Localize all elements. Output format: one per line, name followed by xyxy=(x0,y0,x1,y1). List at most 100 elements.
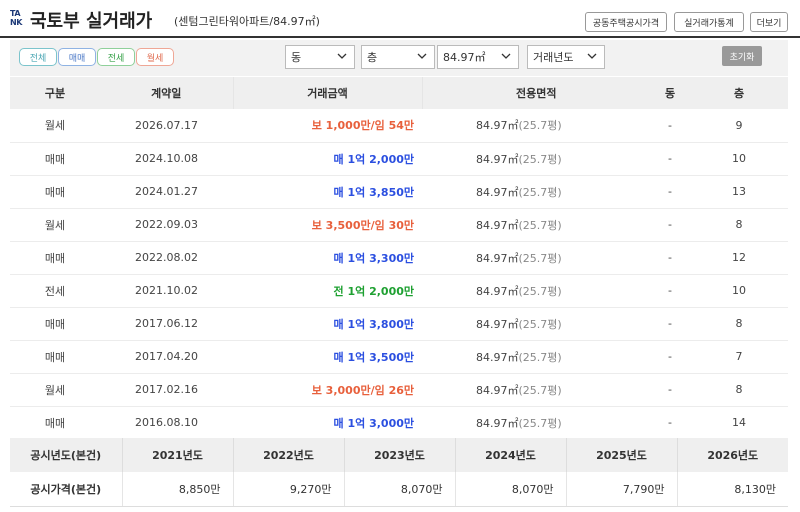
stats-button[interactable]: 실거래가통계 xyxy=(674,12,744,32)
row-floor: 10 xyxy=(690,142,788,176)
chevron-down-icon xyxy=(417,53,427,59)
row-type: 매매 xyxy=(10,406,100,440)
public-price: 8,070만 xyxy=(454,472,566,507)
row-area: 84.97㎡(25.7평) xyxy=(422,109,650,143)
row-area-pyeong: (25.7평) xyxy=(518,185,562,199)
row-floor: 8 xyxy=(690,373,788,407)
table-row: 매매 2024.10.08 매 1억 2,000만 84.97㎡(25.7평) -10 xyxy=(10,142,788,176)
public-year: 2021년도 xyxy=(121,438,233,472)
row-price: 매 1억 2,000만 xyxy=(233,142,422,176)
col-header-type: 구분 xyxy=(10,77,100,109)
row-area-pyeong: (25.7평) xyxy=(518,218,562,232)
row-dong: - xyxy=(650,274,690,308)
chevron-down-icon xyxy=(587,53,597,59)
row-dong: - xyxy=(650,340,690,374)
row-dong: - xyxy=(650,175,690,209)
public-year-row: 공시년도(본건) 2021년도 2022년도 2023년도 2024년도 202… xyxy=(10,438,788,472)
reset-button[interactable]: 초기화 xyxy=(722,46,762,66)
table-row: 월세 2017.02.16 보 3,000만/임 26만 84.97㎡(25.7평) -… xyxy=(10,373,788,407)
public-price-table: 공시년도(본건) 2021년도 2022년도 2023년도 2024년도 202… xyxy=(10,438,788,507)
public-price: 8,850만 xyxy=(121,472,233,507)
row-price: 보 3,500만/임 30만 xyxy=(233,208,422,242)
row-price: 보 3,000만/임 26만 xyxy=(233,373,422,407)
year-select-value: 거래년도 xyxy=(533,51,574,64)
row-floor: 12 xyxy=(690,241,788,275)
year-select[interactable]: 거래년도 xyxy=(527,45,605,69)
filter-chip-all[interactable]: 전체 xyxy=(19,48,57,66)
row-dong: - xyxy=(650,241,690,275)
page-subtitle: (센텀그린타워아파트/84.97㎡) xyxy=(174,15,320,28)
area-select[interactable]: 84.97㎡ xyxy=(437,45,519,69)
row-dong: - xyxy=(650,373,690,407)
public-year-label: 공시년도(본건) xyxy=(10,438,122,472)
public-price: 8,070만 xyxy=(343,472,455,507)
row-type: 월세 xyxy=(10,208,100,242)
row-type: 매매 xyxy=(10,340,100,374)
row-price: 매 1억 3,800만 xyxy=(233,307,422,341)
row-date: 2022.08.02 xyxy=(100,241,233,275)
row-area-sqm: 84.97㎡ xyxy=(476,218,519,232)
row-dong: - xyxy=(650,142,690,176)
public-year: 2023년도 xyxy=(343,438,455,472)
public-price: 8,130만 xyxy=(676,472,788,507)
row-area-sqm: 84.97㎡ xyxy=(476,152,519,166)
row-area-sqm: 84.97㎡ xyxy=(476,383,519,397)
row-price: 전 1억 2,000만 xyxy=(233,274,422,308)
col-header-date: 계약일 xyxy=(100,77,233,109)
row-floor: 9 xyxy=(690,109,788,143)
dong-select[interactable]: 동 xyxy=(285,45,355,69)
row-type: 매매 xyxy=(10,175,100,209)
more-button[interactable]: 더보기 xyxy=(750,12,788,32)
row-date: 2017.02.16 xyxy=(100,373,233,407)
row-dong: - xyxy=(650,406,690,440)
transactions-table: 구분 계약일 거래금액 전용면적 동 층 월세 2026.07.17 보 1,000… xyxy=(10,77,788,440)
row-area: 84.97㎡(25.7평) xyxy=(422,142,650,176)
row-price: 매 1억 3,850만 xyxy=(233,175,422,209)
row-area: 84.97㎡(25.7평) xyxy=(422,241,650,275)
row-type: 매매 xyxy=(10,142,100,176)
row-date: 2026.07.17 xyxy=(100,109,233,143)
page-title: 국토부 실거래가 xyxy=(30,11,153,32)
table-row: 월세 2022.09.03 보 3,500만/임 30만 84.97㎡(25.7평) -… xyxy=(10,208,788,242)
filter-chip-monthly[interactable]: 월세 xyxy=(136,48,174,66)
table-row: 매매 2024.01.27 매 1억 3,850만 84.97㎡(25.7평) -13 xyxy=(10,175,788,209)
row-price: 매 1억 3,300만 xyxy=(233,241,422,275)
table-row: 월세 2026.07.17 보 1,000만/임 54만 84.97㎡(25.7평) -… xyxy=(10,109,788,143)
page-header: TA NK 국토부 실거래가 (센텀그린타워아파트/84.97㎡) 공동주택공시… xyxy=(0,0,800,38)
public-year: 2025년도 xyxy=(565,438,677,472)
col-header-price: 거래금액 xyxy=(232,77,422,109)
table-row: 매매 2017.06.12 매 1억 3,800만 84.97㎡(25.7평) -8 xyxy=(10,307,788,341)
tank-logo: TA NK xyxy=(10,9,22,27)
row-area-pyeong: (25.7평) xyxy=(518,383,562,397)
public-price: 7,790만 xyxy=(565,472,677,507)
table-row: 매매 2022.08.02 매 1억 3,300만 84.97㎡(25.7평) -12 xyxy=(10,241,788,275)
filter-chip-sale[interactable]: 매매 xyxy=(58,48,96,66)
row-date: 2024.01.27 xyxy=(100,175,233,209)
public-price-label: 공시가격(본건) xyxy=(10,472,122,507)
row-price: 보 1,000만/임 54만 xyxy=(233,109,422,143)
row-area-pyeong: (25.7평) xyxy=(518,251,562,265)
floor-select[interactable]: 층 xyxy=(361,45,435,69)
row-area-pyeong: (25.7평) xyxy=(518,152,562,166)
chevron-down-icon xyxy=(501,53,511,59)
table-row: 전세 2021.10.02 전 1억 2,000만 84.97㎡(25.7평) -10 xyxy=(10,274,788,308)
row-type: 매매 xyxy=(10,307,100,341)
row-floor: 8 xyxy=(690,307,788,341)
row-area: 84.97㎡(25.7평) xyxy=(422,406,650,440)
row-area: 84.97㎡(25.7평) xyxy=(422,340,650,374)
row-area-pyeong: (25.7평) xyxy=(518,416,562,430)
public-price-button[interactable]: 공동주택공시가격 xyxy=(585,12,667,32)
row-dong: - xyxy=(650,307,690,341)
row-area-pyeong: (25.7평) xyxy=(518,317,562,331)
filter-chip-jeonse[interactable]: 전세 xyxy=(97,48,135,66)
col-header-area: 전용면적 xyxy=(421,77,650,109)
row-date: 2024.10.08 xyxy=(100,142,233,176)
row-price: 매 1억 3,000만 xyxy=(233,406,422,440)
row-floor: 10 xyxy=(690,274,788,308)
row-floor: 14 xyxy=(690,406,788,440)
row-area-pyeong: (25.7평) xyxy=(518,350,562,364)
row-floor: 13 xyxy=(690,175,788,209)
row-area-sqm: 84.97㎡ xyxy=(476,317,519,331)
public-price-row: 공시가격(본건) 8,850만 9,270만 8,070만 8,070만 7,7… xyxy=(10,472,788,507)
row-type: 전세 xyxy=(10,274,100,308)
